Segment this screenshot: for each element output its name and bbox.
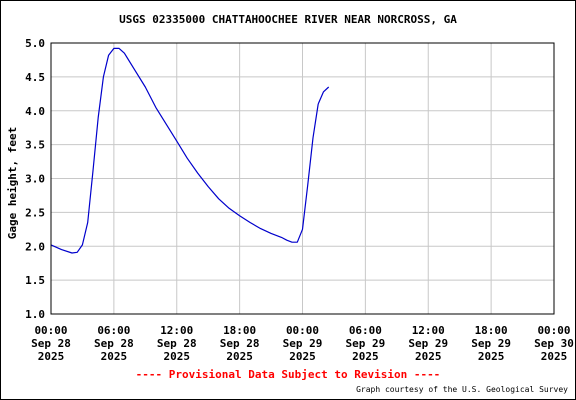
y-tick-label: 1.0 bbox=[25, 308, 45, 321]
y-tick-label: 1.5 bbox=[25, 274, 45, 287]
x-tick-date: Sep 29 bbox=[408, 337, 448, 350]
y-tick-label: 5.0 bbox=[25, 37, 45, 50]
x-tick-year: 2025 bbox=[164, 350, 191, 363]
x-tick-date: Sep 29 bbox=[346, 337, 386, 350]
provisional-notice: ---- Provisional Data Subject to Revisio… bbox=[135, 368, 441, 381]
x-tick-time: 18:00 bbox=[223, 324, 256, 337]
y-tick-label: 2.5 bbox=[25, 206, 45, 219]
x-tick-date: Sep 30 bbox=[534, 337, 574, 350]
x-tick-date: Sep 29 bbox=[283, 337, 323, 350]
x-tick-date: Sep 28 bbox=[31, 337, 71, 350]
x-tick-time: 00:00 bbox=[537, 324, 570, 337]
y-axis-label: Gage height, feet bbox=[6, 127, 19, 240]
plot-border bbox=[50, 42, 555, 315]
x-tick-time: 00:00 bbox=[34, 324, 67, 337]
y-tick-label: 2.0 bbox=[25, 240, 45, 253]
x-tick-date: Sep 28 bbox=[220, 337, 260, 350]
chart-title: USGS 02335000 CHATTAHOOCHEE RIVER NEAR N… bbox=[119, 13, 457, 26]
series-layer bbox=[50, 47, 330, 254]
gage-height-series-line bbox=[50, 47, 319, 254]
courtesy-note: Graph courtesy of the U.S. Geological Su… bbox=[356, 385, 568, 394]
gage-height-series-line bbox=[317, 86, 330, 105]
x-tick-date: Sep 28 bbox=[94, 337, 134, 350]
x-tick-date: Sep 29 bbox=[471, 337, 511, 350]
x-tick-year: 2025 bbox=[415, 350, 442, 363]
x-tick-year: 2025 bbox=[38, 350, 65, 363]
x-tick-year: 2025 bbox=[101, 350, 128, 363]
y-tick-label: 3.0 bbox=[25, 173, 45, 186]
y-tick-label: 4.0 bbox=[25, 105, 45, 118]
y-tick-labels: 1.0 1.5 2.0 2.5 3.0 3.5 4.0 4.5 5.0 bbox=[25, 37, 45, 321]
x-tick-year: 2025 bbox=[541, 350, 568, 363]
x-tick-time: 00:00 bbox=[286, 324, 319, 337]
y-tick-label: 3.5 bbox=[25, 139, 45, 152]
x-tick-time: 12:00 bbox=[412, 324, 445, 337]
x-tick-year: 2025 bbox=[226, 350, 253, 363]
grid-lines bbox=[50, 42, 555, 315]
x-tick-time: 12:00 bbox=[160, 324, 193, 337]
x-tick-year: 2025 bbox=[289, 350, 316, 363]
x-tick-date: Sep 28 bbox=[157, 337, 197, 350]
x-tick-year: 2025 bbox=[478, 350, 505, 363]
x-tick-year: 2025 bbox=[352, 350, 379, 363]
y-tick-label: 4.5 bbox=[25, 71, 45, 84]
x-tick-time: 06:00 bbox=[349, 324, 382, 337]
x-tick-time: 06:00 bbox=[97, 324, 130, 337]
x-tick-time: 18:00 bbox=[475, 324, 508, 337]
